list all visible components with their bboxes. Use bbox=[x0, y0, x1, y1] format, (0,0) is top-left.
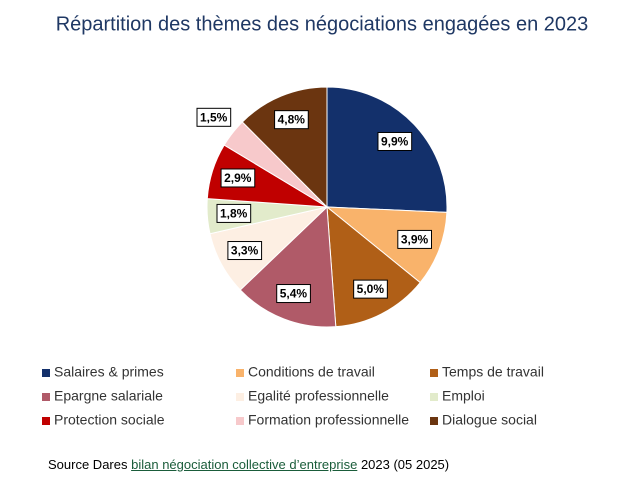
legend-label: Formation professionnelle bbox=[248, 412, 409, 428]
legend-swatch bbox=[430, 369, 438, 377]
legend-label: Salaires & primes bbox=[54, 364, 164, 380]
legend-swatch bbox=[236, 369, 244, 377]
legend-swatch bbox=[42, 417, 50, 425]
chart-title: Répartition des thèmes des négociations … bbox=[56, 13, 589, 35]
legend-swatch bbox=[42, 393, 50, 401]
legend-label: Temps de travail bbox=[442, 364, 544, 380]
data-label: 3,9% bbox=[401, 232, 429, 246]
data-label-box bbox=[220, 168, 256, 188]
data-label-box bbox=[353, 279, 388, 299]
data-label: 5,0% bbox=[357, 282, 385, 296]
source-prefix: Source Dares bbox=[48, 457, 128, 472]
legend-label: Dialogue social bbox=[442, 412, 537, 428]
legend-label: Epargne salariale bbox=[54, 388, 163, 404]
legend-label: Egalité professionnelle bbox=[248, 388, 389, 404]
legend-label: Emploi bbox=[442, 388, 485, 404]
legend-swatch bbox=[430, 393, 438, 401]
source: Source Dares bilan négociation collectiv… bbox=[48, 457, 449, 472]
source-link[interactable]: bilan négociation collective d’entrepris… bbox=[131, 457, 358, 472]
legend-swatch bbox=[236, 417, 244, 425]
data-label: 9,9% bbox=[381, 134, 409, 148]
pie-slice bbox=[239, 205, 337, 328]
legend-swatch bbox=[430, 417, 438, 425]
legend-swatch bbox=[42, 369, 50, 377]
data-label: 1,5% bbox=[200, 110, 228, 124]
pie-slice bbox=[326, 205, 421, 328]
legend-label: Protection sociale bbox=[54, 412, 165, 428]
data-label-box bbox=[276, 284, 311, 304]
legend-swatch bbox=[236, 393, 244, 401]
data-label-box bbox=[216, 203, 252, 223]
data-label: 3,3% bbox=[231, 244, 259, 258]
data-label-box bbox=[274, 110, 309, 130]
chart: Répartition des thèmes des négociations … bbox=[42, 13, 589, 428]
pie-slice bbox=[325, 206, 448, 284]
data-label: 4,8% bbox=[278, 113, 306, 127]
legend-label: Conditions de travail bbox=[248, 364, 375, 380]
data-label: 1,8% bbox=[220, 206, 248, 220]
data-label-box bbox=[377, 131, 413, 151]
data-label-box bbox=[196, 107, 232, 127]
data-label-box bbox=[227, 241, 263, 261]
source-suffix: 2023 (05 2025) bbox=[360, 457, 450, 472]
data-label-box bbox=[397, 229, 432, 249]
data-label: 2,9% bbox=[224, 171, 252, 185]
data-label: 5,4% bbox=[280, 287, 308, 301]
